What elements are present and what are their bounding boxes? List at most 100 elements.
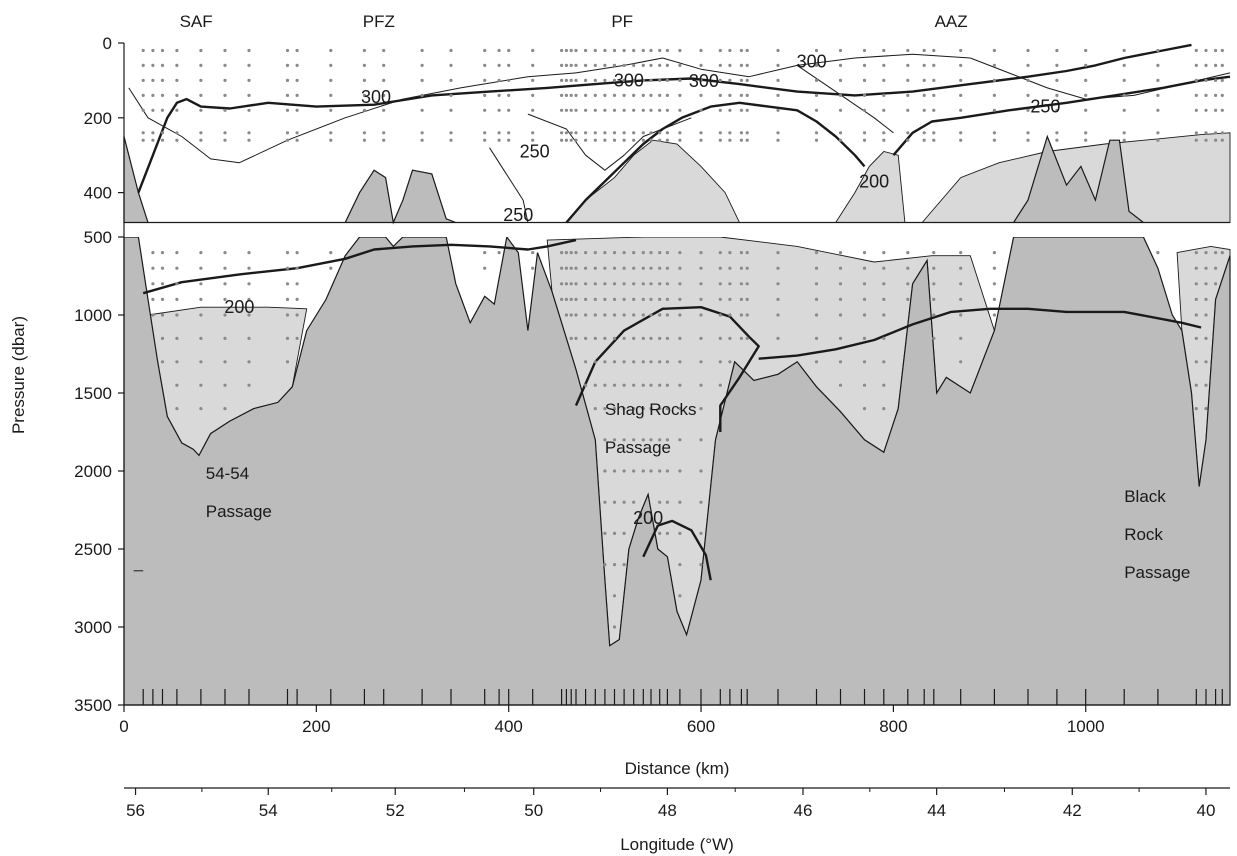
sample-dot <box>649 78 653 82</box>
sample-dot <box>1055 131 1059 135</box>
sample-dot <box>362 78 366 82</box>
thin-contour <box>489 147 529 223</box>
sample-dot <box>584 131 588 135</box>
sample-dot <box>285 93 290 97</box>
sample-dot <box>382 78 386 82</box>
sample-dot <box>632 251 636 255</box>
sample-dot <box>882 78 886 82</box>
sample-dot <box>641 63 645 67</box>
sample-dot <box>223 251 227 255</box>
sample-dot <box>622 407 626 411</box>
sample-dot <box>718 266 722 270</box>
x-tick-label: 200 <box>302 717 330 736</box>
sample-dot <box>718 78 722 82</box>
sample-dot <box>329 78 333 82</box>
sample-dot <box>564 313 569 317</box>
sample-dot <box>612 138 617 142</box>
sample-dot <box>141 138 145 142</box>
sample-dot <box>658 531 662 536</box>
sample-dot <box>593 108 597 112</box>
sample-dot <box>1204 108 1208 112</box>
sample-dot <box>622 336 626 340</box>
sample-dot <box>1204 131 1208 135</box>
sample-dot <box>649 251 653 255</box>
sample-dot <box>699 407 703 411</box>
sample-dot <box>814 360 819 364</box>
sample-dot <box>449 93 453 97</box>
sample-dot <box>622 563 626 567</box>
sample-dot <box>838 336 843 340</box>
sample-dot <box>569 138 573 142</box>
sample-dot <box>593 93 597 97</box>
sample-dot <box>1055 48 1059 53</box>
thick-contour <box>758 307 1202 360</box>
sample-dot <box>531 63 535 67</box>
sample-dot <box>1214 63 1218 67</box>
sample-dot <box>906 78 910 82</box>
sample-dot <box>1084 138 1088 142</box>
sample-dot <box>862 93 867 97</box>
panel-gap <box>124 230 1230 237</box>
sample-dot <box>362 93 366 97</box>
sample-dot <box>569 251 573 255</box>
sample-dot <box>992 313 997 317</box>
sample-dot <box>1204 383 1208 387</box>
sample-dot <box>1084 93 1088 97</box>
y-tick-label: 400 <box>84 184 112 203</box>
sample-dot <box>814 297 819 301</box>
sample-dot <box>295 297 299 301</box>
sample-dot <box>1084 48 1088 53</box>
sample-dot <box>658 138 662 142</box>
sample-dot <box>612 594 617 598</box>
sample-dot <box>285 48 290 53</box>
sample-dot <box>641 297 645 301</box>
sample-dot <box>665 282 670 286</box>
sample-dot <box>564 251 569 255</box>
sample-dot <box>175 93 179 97</box>
sample-dot <box>574 108 578 112</box>
sample-dot <box>641 131 645 135</box>
sample-dot <box>814 251 819 255</box>
sample-dot <box>728 266 732 270</box>
sample-dot <box>665 297 670 301</box>
lower-panel <box>123 235 1231 706</box>
x-tick-label: 800 <box>879 717 907 736</box>
sample-dot <box>745 63 749 67</box>
sample-dot <box>838 93 843 97</box>
sample-dot <box>649 336 653 340</box>
sample-dot <box>223 48 227 53</box>
sample-dot <box>728 93 732 97</box>
sample-dot <box>814 63 819 67</box>
longitude-tick-label: 48 <box>658 801 677 820</box>
sample-dot <box>678 531 682 536</box>
sample-dot <box>603 563 607 567</box>
sample-dot <box>882 282 886 286</box>
sample-dot <box>992 131 997 135</box>
sample-dot <box>699 500 703 504</box>
sample-dot <box>718 48 722 53</box>
sample-dot <box>175 108 179 112</box>
sample-dot <box>1214 108 1218 112</box>
sample-dot <box>678 108 682 112</box>
sample-dot <box>1194 297 1198 301</box>
sample-dot <box>612 438 617 442</box>
sample-dot <box>992 282 997 286</box>
sample-dot <box>160 297 165 301</box>
sample-dot <box>560 282 564 286</box>
sample-dot <box>992 108 997 112</box>
sample-dot <box>814 93 819 97</box>
sample-dot <box>641 407 645 411</box>
sample-dot <box>745 282 749 286</box>
sample-dot <box>992 251 997 255</box>
sample-dot <box>649 297 653 301</box>
sample-dot <box>728 297 732 301</box>
sample-dot <box>699 138 703 142</box>
sample-dot <box>678 63 682 67</box>
sample-dot <box>658 297 662 301</box>
sample-dot <box>649 313 653 317</box>
sample-dot <box>160 313 165 317</box>
sample-dot <box>593 336 597 340</box>
sample-dot <box>151 63 155 67</box>
sample-dot <box>814 336 819 340</box>
sample-dot <box>882 266 886 270</box>
